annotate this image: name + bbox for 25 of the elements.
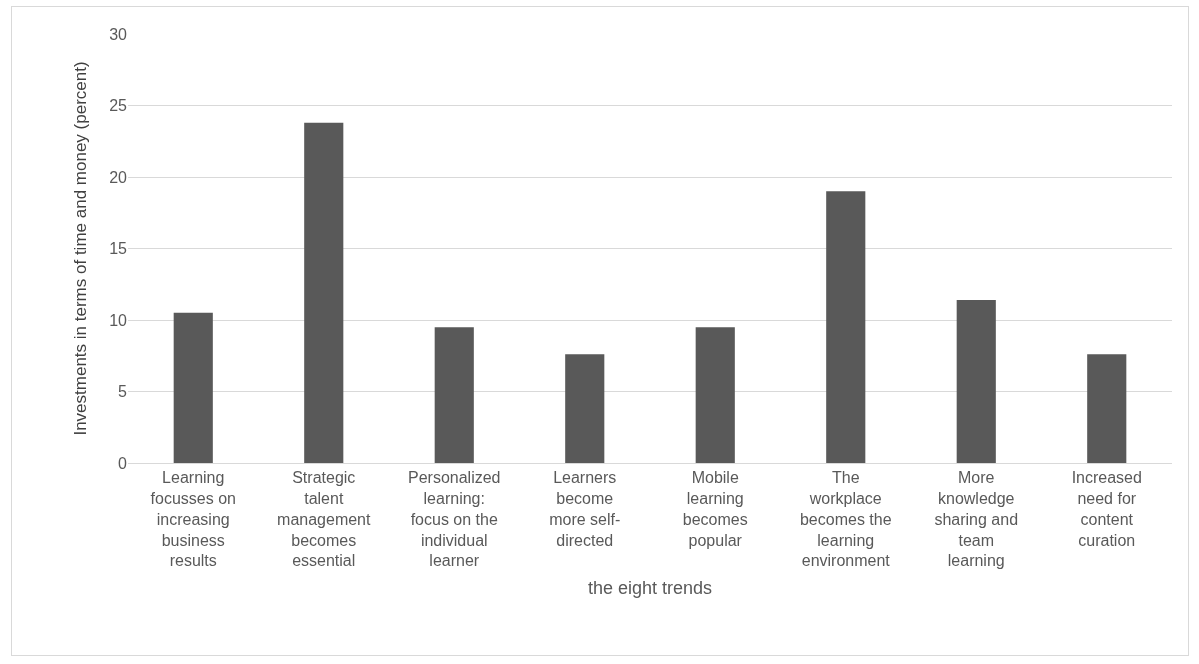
y-tick-label: 30 <box>109 25 128 43</box>
bar <box>304 122 344 463</box>
y-axis-title: Investments in terms of time and money (percent) <box>70 61 90 436</box>
x-tick-label: Personalized learning: focus on the individual learner <box>408 469 501 570</box>
bar <box>956 299 996 463</box>
bar <box>434 327 474 463</box>
bar <box>826 191 866 463</box>
x-tick-label: More knowledge sharing and team learning <box>934 469 1019 570</box>
x-axis-title: the eight trends <box>587 577 713 598</box>
bar <box>173 312 213 463</box>
bar <box>1087 354 1127 463</box>
x-tick-label: Mobile learning becomes popular <box>682 469 748 549</box>
x-tick-label: The workplace becomes the learning environment <box>799 469 892 570</box>
y-tick-label: 0 <box>118 454 128 472</box>
x-tick-label: Learners become more self-directed <box>549 469 621 549</box>
x-tick-label: Increased need for content curation <box>1071 469 1142 549</box>
y-tick-label: 5 <box>118 383 128 401</box>
x-tick-label: Strategic talent management becomes essential <box>277 469 371 570</box>
y-tick-label: 20 <box>109 168 128 186</box>
bar <box>695 327 735 463</box>
y-tick-label: 25 <box>109 97 128 115</box>
x-tick-label: Learning focusses on increasing business results <box>150 469 236 570</box>
y-tick-label: 15 <box>109 240 128 258</box>
bar <box>565 354 605 463</box>
y-tick-label: 10 <box>109 311 128 329</box>
